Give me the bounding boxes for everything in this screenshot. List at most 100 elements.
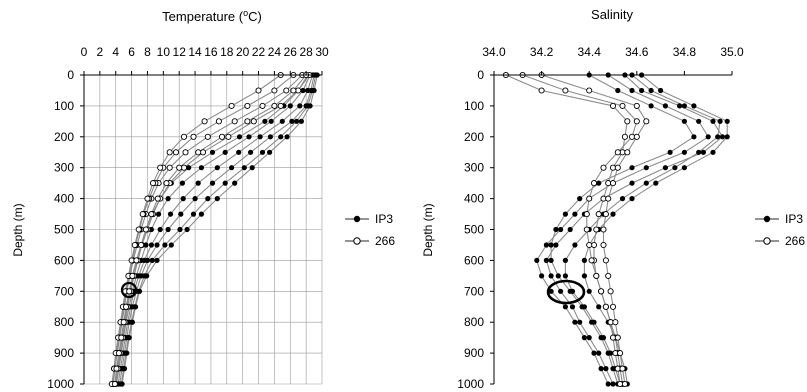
data-point-ip3 <box>658 87 664 94</box>
data-point-ip3 <box>156 211 162 217</box>
data-point-ip3 <box>298 118 304 124</box>
salinity-axes <box>490 71 733 385</box>
data-point-ip3 <box>297 103 303 109</box>
data-point-ip3 <box>581 335 588 341</box>
data-point-ip3 <box>569 288 576 294</box>
data-point-266 <box>600 226 607 233</box>
data-point-ip3 <box>558 288 564 294</box>
data-point-ip3 <box>629 196 635 202</box>
salinity-chart: Salinity 34.0 34.2 34.4 34.6 34.8 35.0 0 100 20… <box>421 7 744 391</box>
salinity-title: Salinity <box>591 7 633 22</box>
data-point-266 <box>614 149 621 156</box>
data-point-ip3 <box>629 165 635 171</box>
data-point-ip3 <box>569 304 576 310</box>
data-point-266 <box>593 272 600 279</box>
x-tick-label: 24 <box>268 45 282 59</box>
y-tick-label: 600 <box>464 253 484 267</box>
data-point-266 <box>583 226 590 233</box>
data-point-266 <box>277 102 284 109</box>
data-point-266 <box>122 303 130 310</box>
data-point-ip3 <box>600 335 607 341</box>
data-point-ip3 <box>619 196 626 202</box>
legend-marker-ip3 <box>353 215 361 223</box>
data-point-ip3 <box>581 304 588 310</box>
profile-line-266 <box>505 74 628 385</box>
data-point-ip3 <box>710 149 716 155</box>
data-point-266 <box>201 118 208 125</box>
x-tick-label: 34.0 <box>482 45 506 59</box>
data-point-266 <box>609 102 617 109</box>
data-point-ip3 <box>162 242 168 248</box>
legend2-marker-ip3 <box>763 215 771 223</box>
data-point-ip3 <box>548 242 554 248</box>
data-point-266 <box>126 288 133 295</box>
data-point-266 <box>176 164 183 171</box>
data-point-266 <box>250 118 257 125</box>
data-point-266 <box>271 102 278 109</box>
y-tick-label: 900 <box>54 346 74 360</box>
data-point-ip3 <box>610 381 616 387</box>
data-point-266 <box>259 102 266 109</box>
data-point-266 <box>619 102 626 109</box>
data-point-266 <box>614 164 621 171</box>
data-point-ip3 <box>268 118 274 124</box>
data-point-266 <box>133 257 140 264</box>
data-point-ip3 <box>279 118 285 124</box>
data-point-ip3 <box>209 149 216 155</box>
temperature-y-tick-labels: 0 100 200 300 400 500 600 700 800 900 1000 <box>47 68 74 391</box>
data-point-ip3 <box>214 196 220 202</box>
data-point-ip3 <box>284 134 290 140</box>
data-point-ip3 <box>586 288 592 294</box>
data-point-ip3 <box>681 149 688 155</box>
data-point-266 <box>139 211 146 218</box>
data-point-266 <box>643 118 650 125</box>
data-point-ip3 <box>165 196 171 202</box>
data-point-ip3 <box>667 149 673 155</box>
data-point-266 <box>290 87 297 94</box>
legend-marker-266 <box>353 237 361 245</box>
data-point-ip3 <box>177 226 183 233</box>
data-point-ip3 <box>190 211 197 217</box>
x-tick-label: 14 <box>188 45 202 59</box>
data-point-ip3 <box>214 165 220 171</box>
y-tick-label: 100 <box>54 99 74 113</box>
data-point-ip3 <box>681 165 688 171</box>
data-point-266 <box>180 133 188 140</box>
data-point-ip3 <box>562 257 569 263</box>
data-point-ip3 <box>610 211 616 217</box>
data-point-266 <box>600 241 607 249</box>
data-point-ip3 <box>178 211 184 217</box>
y-tick-label: 400 <box>464 192 484 206</box>
data-point-ip3 <box>534 257 540 263</box>
data-point-ip3 <box>553 242 559 248</box>
data-point-266 <box>131 241 138 249</box>
data-point-266 <box>538 87 545 94</box>
data-point-266 <box>111 380 118 388</box>
data-point-266 <box>149 180 157 187</box>
data-point-ip3 <box>229 165 235 171</box>
data-point-ip3 <box>724 118 730 124</box>
y-tick-label: 500 <box>54 223 74 237</box>
data-point-ip3 <box>562 304 569 310</box>
temperature-grid <box>83 74 323 385</box>
legend2-label-ip3: IP3 <box>785 212 803 226</box>
data-point-ip3 <box>305 87 311 94</box>
temperature-axes <box>80 71 323 385</box>
data-point-266 <box>583 211 590 218</box>
data-point-266 <box>115 350 122 357</box>
data-point-ip3 <box>195 180 201 186</box>
x-tick-label: 4 <box>112 45 119 59</box>
data-point-266 <box>621 133 628 140</box>
data-point-ip3 <box>715 134 721 140</box>
data-point-266 <box>166 164 173 171</box>
data-point-266 <box>182 149 189 156</box>
data-point-266 <box>614 334 621 341</box>
data-point-ip3 <box>691 103 697 109</box>
x-tick-label: 16 <box>204 45 218 59</box>
data-point-266 <box>633 133 640 140</box>
data-point-ip3 <box>257 134 263 140</box>
y-tick-label: 100 <box>464 99 484 113</box>
data-point-ip3 <box>591 350 597 356</box>
data-point-ip3 <box>148 242 154 248</box>
